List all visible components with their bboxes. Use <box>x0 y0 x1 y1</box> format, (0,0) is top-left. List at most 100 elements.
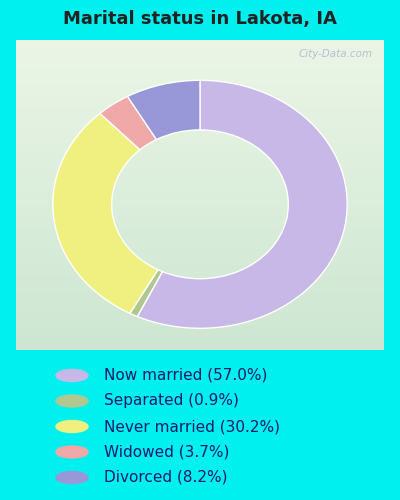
Bar <box>16 162 384 164</box>
Bar <box>16 239 384 242</box>
Bar <box>16 200 384 203</box>
Text: Widowed (3.7%): Widowed (3.7%) <box>104 444 229 460</box>
Wedge shape <box>100 96 156 150</box>
Bar <box>16 74 384 76</box>
Bar <box>16 56 384 58</box>
Text: Divorced (8.2%): Divorced (8.2%) <box>104 470 228 485</box>
Bar <box>16 308 384 311</box>
Bar <box>16 242 384 244</box>
Bar <box>16 154 384 156</box>
Bar <box>16 231 384 234</box>
Bar <box>16 100 384 102</box>
Bar <box>16 198 384 200</box>
Bar <box>16 126 384 128</box>
Bar <box>16 213 384 216</box>
Bar <box>16 133 384 136</box>
Bar <box>16 278 384 280</box>
Bar <box>16 53 384 56</box>
Bar <box>16 174 384 177</box>
Bar <box>16 246 384 250</box>
Bar <box>16 322 384 324</box>
Bar <box>16 102 384 104</box>
Wedge shape <box>137 80 347 328</box>
Bar <box>16 144 384 146</box>
Bar <box>16 40 384 42</box>
Bar <box>16 224 384 226</box>
Circle shape <box>56 420 88 432</box>
Bar <box>16 236 384 239</box>
Bar <box>16 60 384 64</box>
Bar <box>16 301 384 304</box>
Bar <box>16 257 384 260</box>
Bar <box>16 107 384 110</box>
Bar <box>16 184 384 187</box>
Bar <box>16 122 384 126</box>
Bar <box>16 288 384 290</box>
Bar <box>16 337 384 340</box>
Bar <box>16 76 384 79</box>
Bar <box>16 264 384 268</box>
Bar <box>16 136 384 138</box>
Bar <box>16 316 384 319</box>
Bar <box>16 332 384 334</box>
Text: Marital status in Lakota, IA: Marital status in Lakota, IA <box>63 10 337 29</box>
Bar <box>16 128 384 130</box>
Bar <box>16 254 384 257</box>
Bar <box>16 86 384 89</box>
Bar <box>16 262 384 265</box>
Bar <box>16 216 384 218</box>
Bar <box>16 221 384 224</box>
Bar <box>16 260 384 262</box>
Bar <box>16 42 384 45</box>
Text: Never married (30.2%): Never married (30.2%) <box>104 419 280 434</box>
Bar <box>16 110 384 112</box>
Bar <box>16 250 384 252</box>
Bar <box>16 192 384 195</box>
Bar <box>16 79 384 82</box>
Bar <box>16 314 384 316</box>
Bar <box>16 89 384 92</box>
Circle shape <box>56 395 88 407</box>
Bar <box>16 195 384 198</box>
Bar <box>16 48 384 50</box>
Bar <box>16 293 384 296</box>
Bar <box>16 118 384 120</box>
Bar <box>16 169 384 172</box>
Bar <box>16 112 384 115</box>
Bar <box>16 64 384 66</box>
Bar <box>16 68 384 71</box>
Bar <box>16 298 384 301</box>
Bar <box>16 115 384 117</box>
Bar <box>16 182 384 184</box>
Bar <box>16 226 384 228</box>
Bar <box>16 50 384 53</box>
Bar <box>16 286 384 288</box>
Bar <box>16 252 384 254</box>
Text: Now married (57.0%): Now married (57.0%) <box>104 368 267 383</box>
Bar <box>16 334 384 337</box>
Bar <box>16 268 384 270</box>
Bar <box>16 324 384 327</box>
Bar <box>16 203 384 205</box>
Bar <box>16 306 384 308</box>
Text: City-Data.com: City-Data.com <box>299 50 373 59</box>
Bar <box>16 206 384 208</box>
Bar <box>16 164 384 166</box>
Bar <box>16 319 384 322</box>
Bar <box>16 138 384 141</box>
Bar <box>16 159 384 162</box>
Bar <box>16 151 384 154</box>
Bar <box>16 104 384 107</box>
Bar <box>16 244 384 246</box>
Bar <box>16 218 384 221</box>
Bar <box>16 234 384 236</box>
Bar <box>16 208 384 210</box>
Bar <box>16 190 384 192</box>
Bar <box>16 340 384 342</box>
Wedge shape <box>128 80 200 140</box>
Bar <box>16 45 384 48</box>
Text: Separated (0.9%): Separated (0.9%) <box>104 394 239 408</box>
Bar <box>16 290 384 293</box>
Bar <box>16 272 384 275</box>
Bar <box>16 120 384 122</box>
